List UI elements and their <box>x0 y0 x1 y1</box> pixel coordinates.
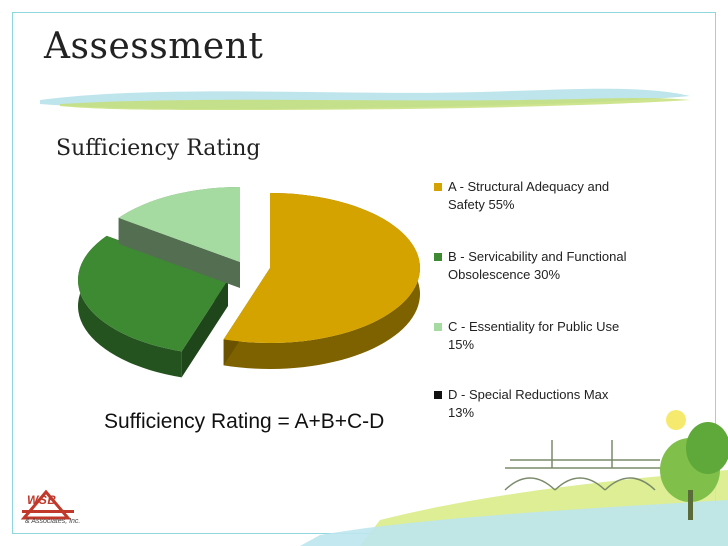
sun-icon <box>666 410 686 430</box>
legend-label-c: C - Essentiality for Public Use 15% <box>448 319 620 352</box>
logo-tagline: & Associates, Inc. <box>25 518 81 525</box>
pie-slice-c <box>118 187 240 262</box>
pie-slice-side-b <box>78 235 182 378</box>
slide-title: Assessment <box>44 26 264 67</box>
legend-item-a: A - Structural Adequacy and Safety 55% <box>434 178 628 214</box>
formula-text: Sufficiency Rating = A+B+C-D <box>104 410 385 433</box>
pie-chart <box>78 187 421 378</box>
pie-slice-wall-b-0 <box>181 280 228 378</box>
legend-swatch-b <box>434 253 442 261</box>
legend-label-d: D - Special Reductions Max 13% <box>448 387 609 420</box>
legend-label-b: B - Servicability and Functional Obsoles… <box>448 249 627 282</box>
legend-item-b: B - Servicability and Functional Obsoles… <box>434 248 628 284</box>
legend-swatch-a <box>434 183 442 191</box>
legend-swatch-d <box>434 391 442 399</box>
header-brush-stroke-green <box>60 97 690 110</box>
bridge-icon <box>504 440 665 491</box>
legend-item-c: C - Essentiality for Public Use 15% <box>434 318 628 354</box>
legend-swatch-c <box>434 323 442 331</box>
pie-slice-a <box>223 193 421 343</box>
wsb-logo <box>20 489 74 520</box>
logo-text: WSB <box>27 493 57 507</box>
legend-label-a: A - Structural Adequacy and Safety 55% <box>448 179 610 212</box>
chart-subtitle: Sufficiency Rating <box>56 136 261 161</box>
pie-slice-b <box>78 235 228 352</box>
bottom-brush-blue <box>300 500 728 546</box>
legend-item-d: D - Special Reductions Max 13% <box>434 386 628 422</box>
pie-slice-wall-c-0 <box>118 217 240 288</box>
trees-icon <box>660 422 728 520</box>
